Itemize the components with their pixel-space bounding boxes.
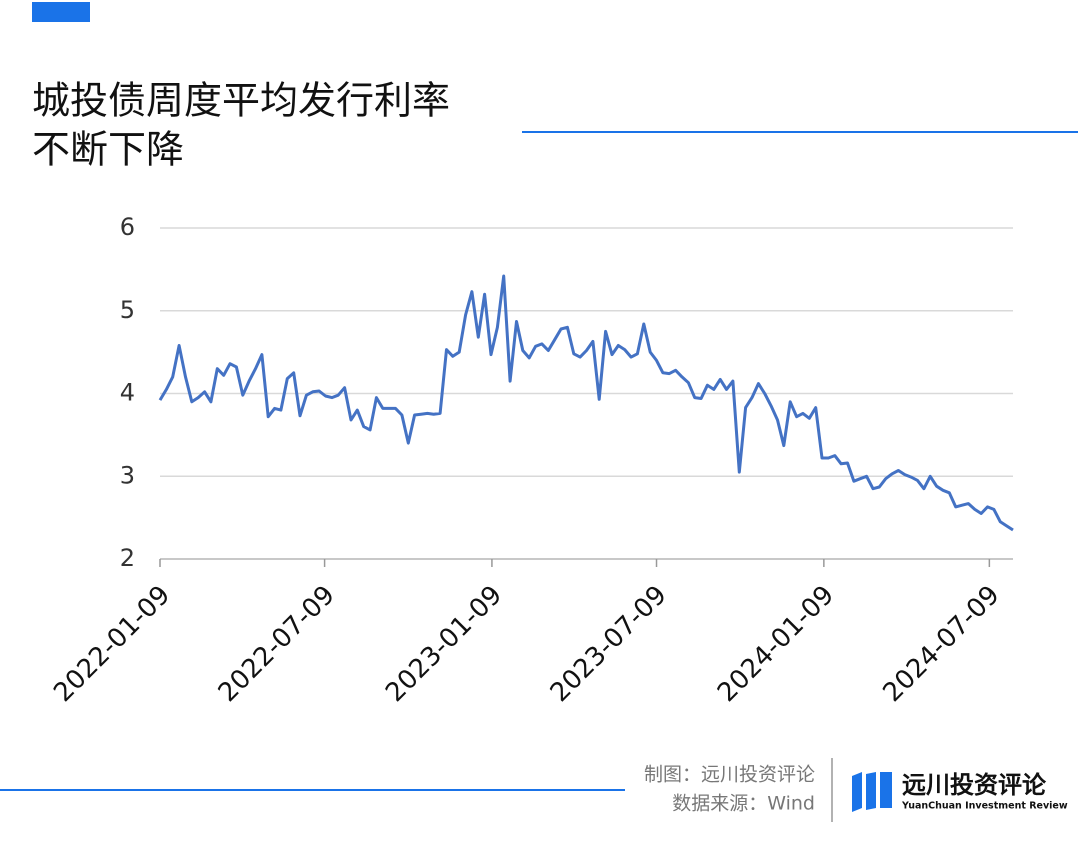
source: 数据来源：Wind — [672, 793, 815, 815]
brand-en: YuanChuan Investment Review — [901, 801, 1068, 812]
y-tick-label: 3 — [120, 461, 135, 489]
x-tick-label: 2022-01-09 — [48, 580, 176, 708]
brand: 远川投资评论 — [902, 771, 1047, 799]
x-tick-label: 2023-07-09 — [545, 580, 673, 708]
y-tick-label: 5 — [120, 296, 135, 324]
accent-block — [32, 2, 90, 22]
x-tick-label: 2024-07-09 — [878, 580, 1006, 708]
credit: 制图：远川投资评论 — [644, 764, 815, 786]
chart-title: 不断下降 — [32, 128, 184, 172]
data-line — [158, 274, 1014, 532]
x-tick-label: 2023-01-09 — [380, 580, 508, 708]
logo — [852, 772, 892, 812]
x-tick-label: 2022-07-09 — [213, 580, 341, 708]
y-tick-label: 6 — [120, 213, 135, 241]
chart-title: 城投债周度平均发行利率 — [32, 79, 450, 123]
y-tick-label: 2 — [120, 544, 135, 572]
y-tick-label: 4 — [120, 379, 135, 407]
x-tick-label: 2024-01-09 — [712, 580, 840, 708]
